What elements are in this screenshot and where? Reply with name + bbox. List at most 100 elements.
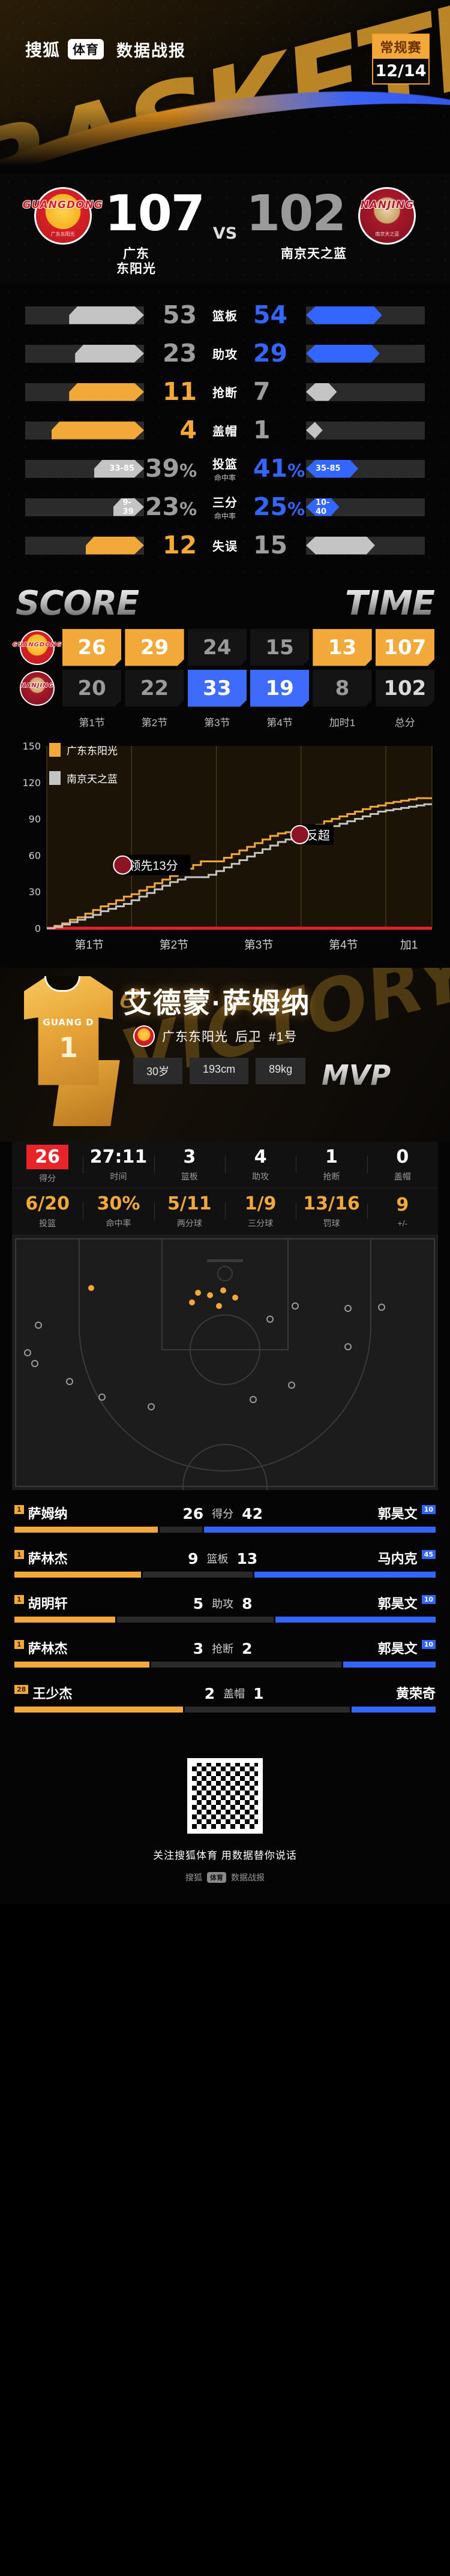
qr-code[interactable] (187, 1758, 263, 1834)
quarter-column-label: 第2节 (141, 717, 168, 729)
stat-value-home: 53 (162, 300, 197, 330)
player-left-name: 王少杰 (32, 1686, 73, 1701)
badge-competition: 常规赛 (373, 35, 428, 59)
player-compare-left: 1 萨姆纳 (14, 1503, 68, 1522)
mvp-stat-label: 命中率 (106, 1218, 131, 1229)
home-wordmark: GUANGDONG (22, 198, 103, 212)
stat-mid: 23% 三分 命中率 25% (144, 493, 306, 521)
player-compare-label: 篮板 (206, 1553, 229, 1566)
team-stat-row: 12 失误 15 (0, 526, 450, 565)
player-left-bar (14, 1661, 149, 1668)
stat-mid: 4 盖帽 1 (144, 418, 306, 443)
stat-bar-away: 35-85 (306, 459, 425, 478)
svg-text:第1节: 第1节 (74, 938, 104, 952)
footer-brand: 搜狐 体育 数据战报 (0, 1871, 450, 1883)
player-compare-left: 1 胡明轩 (14, 1593, 68, 1612)
team-stat-row: 11 抢断 7 (0, 373, 450, 411)
brand-tag: 体育 (68, 39, 104, 59)
stat-bar-home: 9-39 (25, 498, 144, 516)
stat-bar-track-away (306, 421, 425, 440)
stat-bar-home (25, 344, 144, 363)
home-team-name: 广东 东阳光 (76, 247, 196, 277)
team-stats-list: 53 篮板 54 23 助攻 29 11 抢断 7 4 盖帽 1 33-85 39% 投篮 命中率 41% 35-… (0, 296, 450, 565)
legend-swatch-away (49, 771, 61, 785)
mvp-stat-label: +/- (397, 1218, 408, 1229)
stat-value-away: 25% (253, 492, 305, 522)
stat-mid: 11 抢断 7 (144, 380, 306, 404)
player-left-badge: 1 (14, 1549, 24, 1559)
jersey-graphic: GUANG D 1 (18, 976, 120, 1126)
stat-mid: 12 失误 15 (144, 533, 306, 558)
svg-text:120: 120 (22, 777, 41, 788)
player-compare-top: 28 王少杰 2 盖帽 1 黄荣奇 (14, 1683, 436, 1702)
signature-decor: ℯ (118, 974, 139, 1016)
team-stat-row: 33-85 39% 投篮 命中率 41% 35-85 (0, 450, 450, 488)
home-team-name-line2: 东阳光 (116, 261, 156, 276)
quarter-rows: GUANGDONG 26 29 24 15 13 107 NANJING 20 22 33 19 8 10… (12, 629, 434, 707)
quarter-score-row: NANJING 20 22 33 19 8 102 (16, 670, 434, 707)
mvp-team-name: 广东东阳光 (162, 1030, 228, 1044)
header-banner: BASKETBALL 搜狐 体育 数据战报 常规赛 12/14 (0, 0, 450, 174)
stat-bar-away (306, 306, 425, 324)
away-crest-icon (358, 187, 416, 245)
quarter-row-logo: GUANGDONG (12, 629, 62, 666)
quarter-row-crest-icon (20, 630, 55, 665)
quarter-column-label: 第1节 (79, 717, 105, 729)
stat-bar-fill-away (306, 537, 375, 555)
quarter-score-cell: 107 (376, 629, 434, 666)
away-score: 102 (246, 185, 346, 242)
quarter-score-cell: 33 (188, 670, 247, 707)
qr-code-pattern (192, 1762, 258, 1829)
stat-value-away: 15 (253, 531, 288, 560)
mvp-stat-value: 1/9 (244, 1193, 277, 1215)
team-stat-row: 23 助攻 29 (0, 335, 450, 373)
badge-date: 12/14 (373, 59, 428, 83)
player-right-bar (275, 1616, 436, 1623)
mvp-stat-cell: 27:11 时间 (83, 1146, 154, 1182)
shot-markers (24, 1284, 385, 1410)
player-right-bar (203, 1526, 436, 1533)
stat-bar-sub-home: 33-85 (109, 464, 134, 474)
mvp-stat-label: 得分 (39, 1173, 56, 1184)
player-compare-item: 1 胡明轩 5 助攻 8 郭昊文 10 (14, 1593, 436, 1623)
player-left-bar (14, 1571, 141, 1578)
player-compare-item: 1 萨林杰 9 篮板 13 马内克 45 (14, 1548, 436, 1578)
quarter-score-cell: 22 (125, 670, 184, 707)
mvp-meta-row: 广东东阳光 后卫 #1号 (133, 1025, 297, 1047)
legend-label-home: 广东东阳光 (67, 745, 118, 757)
player-left-name: 萨姆纳 (28, 1506, 68, 1521)
court-diagram (12, 1235, 438, 1529)
player-compare-left: 28 王少杰 (14, 1683, 72, 1702)
player-right-name: 郭昊文 (377, 1506, 418, 1521)
mvp-stat-cell: 13/16 罚球 (296, 1193, 367, 1229)
footer-slogan: 关注搜狐体育 用数据替你说话 (153, 1849, 297, 1861)
legend-swatch-home (49, 742, 61, 757)
away-wordmark: NANJING (360, 198, 415, 212)
scoreboard-row: GUANGDONG 广东东阳光 107 VS 102 NANJING 南京天之蓝 (0, 179, 450, 249)
mvp-stat-cell: 26 得分 (12, 1145, 83, 1184)
quarter-score-cell: 8 (313, 670, 371, 707)
jersey-team-text: GUANG D (43, 1016, 94, 1028)
mvp-stat-cell: 1/9 三分球 (224, 1193, 296, 1229)
quarter-column-label: 加时1 (329, 717, 356, 729)
stat-bar-fill-away (306, 345, 380, 363)
stat-label: 篮板 (212, 310, 238, 324)
mvp-stat-value: 4 (254, 1146, 267, 1168)
svg-text:第3节: 第3节 (244, 938, 274, 952)
svg-text:第2节: 第2节 (160, 938, 189, 952)
player-left-value: 26 (182, 1504, 204, 1522)
player-compare-item: 28 王少杰 2 盖帽 1 黄荣奇 (14, 1683, 436, 1713)
stat-label: 抢断 (212, 387, 238, 401)
home-team-logo: GUANGDONG 广东东阳光 (22, 179, 103, 249)
time-title: TIME (344, 583, 435, 623)
quarter-score-cell: 26 (62, 629, 121, 666)
legend-item-home: 广东东阳光 (49, 742, 118, 757)
mvp-weight: 89kg (256, 1057, 306, 1084)
player-compare-center: 26 得分 42 (182, 1505, 263, 1522)
player-compare-left: 1 萨林杰 (14, 1638, 68, 1657)
stat-label: 三分 命中率 (212, 496, 238, 521)
mvp-stat-label: 篮板 (181, 1172, 198, 1182)
stat-bar-fill-away: 35-85 (306, 460, 358, 478)
mvp-stat-value: 30% (97, 1193, 140, 1215)
home-crest-label: 广东东阳光 (50, 231, 75, 237)
